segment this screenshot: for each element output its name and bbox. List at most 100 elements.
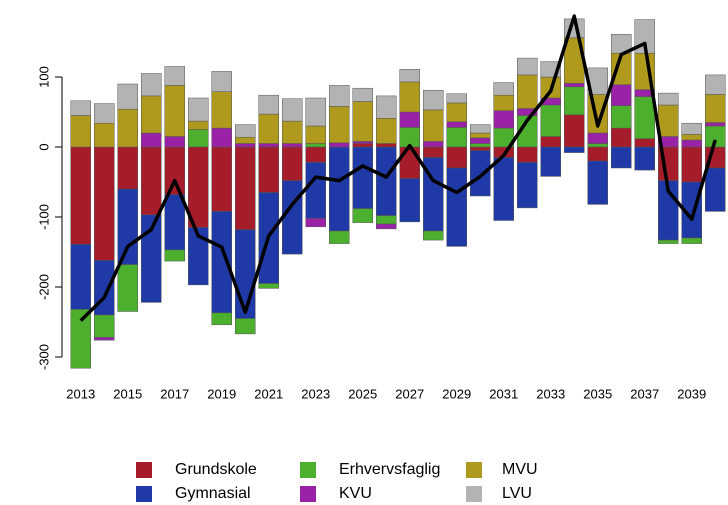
- bar-segment: [446, 146, 467, 169]
- bar-segment: [282, 143, 303, 148]
- bar-segment: [141, 132, 162, 148]
- bar-segment: [705, 167, 726, 212]
- bar-segment: [540, 146, 561, 177]
- bar-segment: [329, 106, 350, 144]
- bar-segment: [705, 122, 726, 127]
- bar-segment: [164, 249, 185, 262]
- bar-segment: [634, 146, 655, 171]
- bar-segment: [141, 95, 162, 134]
- x-tick-label: 2019: [207, 386, 236, 401]
- bar-segment: [164, 66, 185, 86]
- bar-segment: [235, 229, 256, 319]
- bar-segment: [305, 143, 326, 148]
- bar-segment: [564, 86, 585, 116]
- bar-segment: [141, 214, 162, 303]
- bar-segment: [423, 230, 444, 241]
- bar-segment: [423, 109, 444, 142]
- bar-segment: [517, 74, 538, 109]
- x-tick-label: 2021: [254, 386, 283, 401]
- bar-segment: [681, 237, 702, 244]
- bar-segment: [352, 101, 373, 142]
- bar-segment: [376, 223, 397, 230]
- bar-segment: [423, 146, 444, 158]
- legend-swatch: [300, 462, 316, 478]
- bar-segment: [611, 127, 632, 148]
- y-tick-label: -100: [36, 204, 51, 230]
- bar-segment: [517, 57, 538, 76]
- x-tick-label: 2015: [113, 386, 142, 401]
- bar-segment: [117, 108, 138, 148]
- bar-segment: [681, 134, 702, 141]
- y-tick-label: 100: [36, 66, 51, 88]
- legend-label: LVU: [502, 485, 532, 502]
- bar-segment: [329, 142, 350, 148]
- x-tick-label: 2013: [66, 386, 95, 401]
- bar-segment: [94, 314, 115, 338]
- bar-segment: [235, 318, 256, 335]
- bar-segment: [470, 137, 491, 144]
- bar-segment: [258, 283, 279, 289]
- bar-segment: [70, 244, 91, 310]
- bar-segment: [587, 132, 608, 144]
- bar-segment: [94, 337, 115, 341]
- bar-segment: [446, 102, 467, 123]
- bar-segment: [282, 120, 303, 144]
- bar-segment: [376, 146, 397, 216]
- x-tick-label: 2033: [536, 386, 565, 401]
- x-tick-label: 2031: [489, 386, 518, 401]
- bar-segment: [587, 143, 608, 148]
- bar-segment: [70, 115, 91, 148]
- x-tick-label: 2027: [395, 386, 424, 401]
- legend-label: Erhvervsfaglig: [339, 461, 440, 478]
- bar-segment: [423, 90, 444, 111]
- bar-segment: [564, 83, 585, 88]
- bar-segment: [282, 98, 303, 122]
- bar-segment: [517, 162, 538, 209]
- bar-segment: [352, 87, 373, 102]
- bar-segment: [211, 127, 232, 148]
- bar-segment: [470, 143, 491, 148]
- legend-swatch: [466, 486, 482, 502]
- bar-segment: [564, 114, 585, 148]
- bar-segment: [305, 162, 326, 219]
- bar-segment: [305, 218, 326, 228]
- bar-segment: [540, 104, 561, 137]
- bar-segment: [235, 143, 256, 148]
- bar-segment: [141, 146, 162, 216]
- net-line: [79, 14, 717, 322]
- bar-segment: [658, 92, 679, 106]
- bar-segment: [188, 120, 209, 130]
- bar-segment: [258, 113, 279, 144]
- bar-segment: [164, 136, 185, 148]
- bar-segment: [164, 85, 185, 137]
- bar-segment: [564, 146, 585, 153]
- y-tick-label: -300: [36, 344, 51, 370]
- bar-segment: [611, 146, 632, 169]
- bar-segment: [117, 83, 138, 110]
- bar-segment: [305, 97, 326, 127]
- legend-swatch: [300, 486, 316, 502]
- bar-segment: [211, 146, 232, 212]
- bar-segment: [446, 93, 467, 104]
- legend-swatch: [466, 462, 482, 478]
- bar-segment: [211, 91, 232, 129]
- bar-segment: [117, 146, 138, 190]
- bar-segment: [164, 146, 185, 195]
- legend-label: MVU: [502, 461, 538, 478]
- bar-segment: [329, 146, 350, 232]
- bar-segment: [658, 104, 679, 137]
- bar-segment: [117, 264, 138, 312]
- bar-segment: [517, 146, 538, 163]
- bar-segment: [470, 124, 491, 134]
- bar-segment: [282, 180, 303, 255]
- bar-segment: [681, 146, 702, 183]
- bar-segment: [352, 141, 373, 144]
- bar-segment: [658, 239, 679, 244]
- bar-segment: [399, 69, 420, 83]
- bar-segment: [164, 194, 185, 251]
- bar-segment: [70, 309, 91, 369]
- bar-segment: [211, 312, 232, 326]
- bar-segment: [376, 215, 397, 225]
- bar-segment: [376, 143, 397, 148]
- x-tick-label: 2035: [583, 386, 612, 401]
